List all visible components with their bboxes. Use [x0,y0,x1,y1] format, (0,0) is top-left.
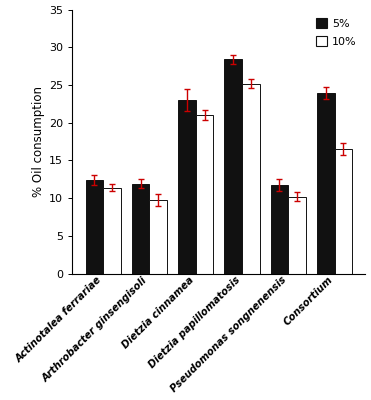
Bar [317,92,335,274]
Y-axis label: % Oil consumption: % Oil consumption [32,86,45,197]
Bar [178,100,196,274]
Bar [86,180,103,274]
Bar [103,188,121,274]
Bar [335,149,352,274]
Bar [224,59,242,274]
Legend: 5%, 10%: 5%, 10% [313,15,360,50]
Bar [132,184,150,274]
Bar [242,84,260,274]
Bar [150,200,167,274]
Bar [271,185,288,274]
Bar [288,197,306,274]
Bar [196,115,213,274]
